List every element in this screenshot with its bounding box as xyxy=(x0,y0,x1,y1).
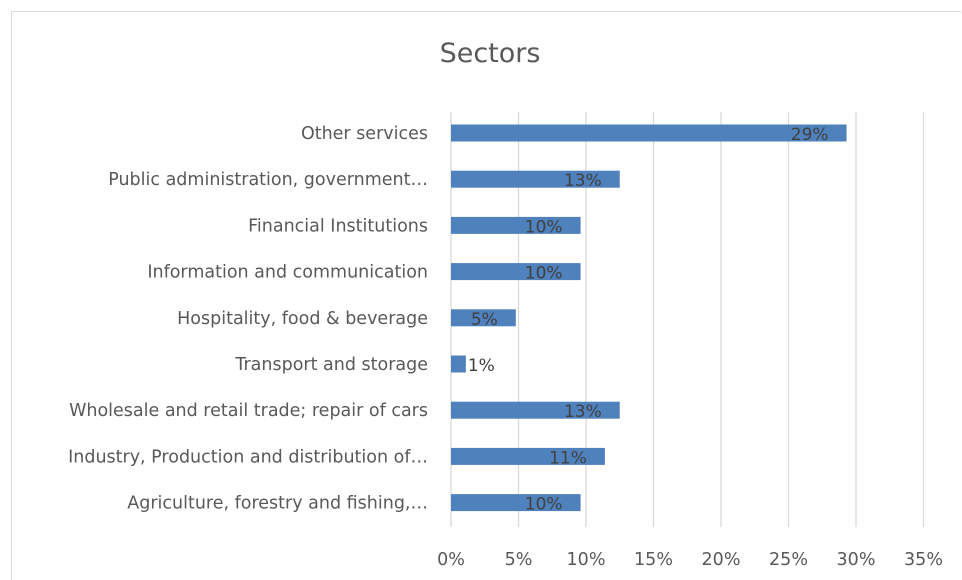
category-label: Agriculture, forestry and fishing,… xyxy=(127,494,428,514)
data-label: 11% xyxy=(549,448,587,468)
category-label: Transport and storage xyxy=(234,355,428,375)
x-tick-label: 30% xyxy=(837,550,876,570)
category-label: Hospitality, food & beverage xyxy=(177,309,428,329)
x-tick-label: 15% xyxy=(634,550,673,570)
x-tick-label: 0% xyxy=(437,550,465,570)
chart-title: Sectors xyxy=(439,38,541,69)
category-label: Industry, Production and distribution of… xyxy=(68,447,428,467)
chart-frame xyxy=(11,11,961,580)
x-tick-label: 35% xyxy=(904,550,943,570)
data-label: 13% xyxy=(564,171,602,191)
category-label: Financial Institutions xyxy=(248,216,428,236)
category-label: Other services xyxy=(301,124,428,144)
bar xyxy=(451,170,620,188)
bar xyxy=(451,124,847,142)
data-label: 5% xyxy=(471,310,498,330)
category-label: Public administration, government… xyxy=(108,170,428,190)
data-label: 10% xyxy=(525,264,563,284)
bar xyxy=(451,494,581,512)
category-label: Information and communication xyxy=(147,263,428,283)
bar xyxy=(451,447,605,465)
bar xyxy=(451,309,516,327)
bar xyxy=(451,216,581,234)
data-label: 13% xyxy=(564,402,602,422)
x-tick-label: 20% xyxy=(702,550,741,570)
x-tick-label: 10% xyxy=(567,550,606,570)
x-tick-label: 25% xyxy=(769,550,808,570)
x-tick-label: 5% xyxy=(505,550,533,570)
data-label: 10% xyxy=(525,495,563,515)
bar xyxy=(451,355,466,373)
data-label: 1% xyxy=(468,356,495,376)
bar xyxy=(451,401,620,419)
data-label: 29% xyxy=(791,125,829,145)
data-label: 10% xyxy=(525,217,563,237)
category-label: Wholesale and retail trade; repair of ca… xyxy=(69,401,428,421)
bar xyxy=(451,263,581,281)
